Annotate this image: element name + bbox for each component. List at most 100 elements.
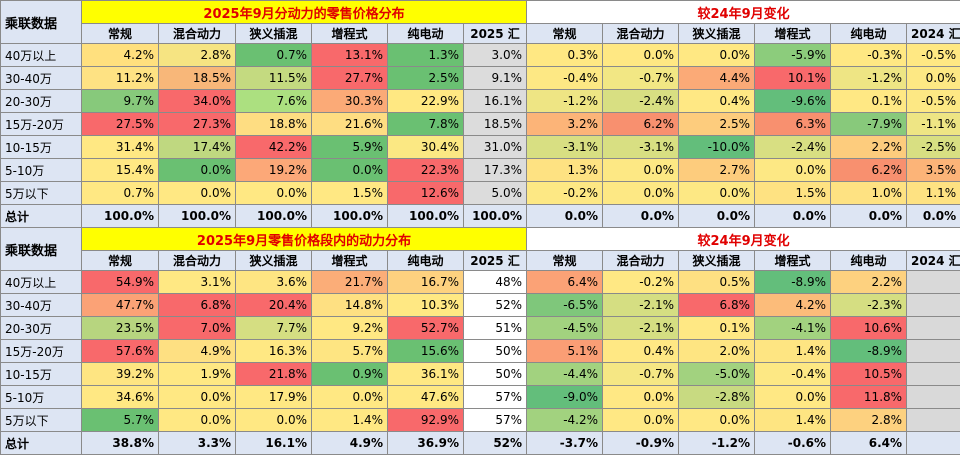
data-cell: 20.4% [235,293,312,317]
data-cell: 92.9% [387,408,464,432]
row-label: 5-10万 [0,158,82,182]
data-cell: -0.3% [830,43,908,67]
total-cell: -1.2% [678,431,756,455]
data-cell: 5.7% [81,408,159,432]
data-cell: 17.4% [158,135,236,159]
data-cell: 18.8% [235,112,312,136]
data-cell: -5.0% [678,362,756,386]
data-cell: 0.0% [158,158,236,182]
corner-label: 乘联数据 [0,227,82,271]
data-cell: 7.0% [158,316,236,340]
row-label: 30-40万 [0,66,82,90]
data-cell: 1.5% [311,181,388,205]
column-header: 混合动力 [158,23,236,44]
data-cell: 16.7% [387,270,464,294]
data-cell: -0.2% [602,270,680,294]
total-cell: 4.9% [311,431,388,455]
data-cell: 9.1% [462,66,528,90]
data-cell: 0.0% [235,181,312,205]
data-cell [906,316,960,340]
data-cell: 3.6% [235,270,312,294]
data-cell: 0.7% [235,43,312,67]
data-cell: 13.1% [311,43,388,67]
row-label: 5万以下 [0,408,82,432]
data-cell: -0.4% [526,66,604,90]
data-cell: 0.0% [906,66,960,90]
data-cell: 10.6% [830,316,908,340]
data-cell: -2.1% [602,316,680,340]
data-cell: 57% [462,385,528,409]
column-header: 纯电动 [387,23,464,44]
data-cell: 16.1% [462,89,528,113]
data-cell: 6.8% [678,293,756,317]
data-cell: -8.9% [830,339,908,363]
data-cell: -0.7% [602,362,680,386]
data-cell: 5.1% [526,339,604,363]
data-cell: 1.0% [830,181,908,205]
row-label: 40万以上 [0,43,82,67]
data-cell: -4.2% [526,408,604,432]
column-header: 增程式 [311,250,388,271]
column-header: 混合动力 [602,250,680,271]
total-row: 总计 38.8% 3.3% 16.1% 4.9% 36.9% 52% -3.7% -0.9% -1… [0,431,960,455]
data-cell: 21.7% [311,270,388,294]
data-cell: -1.2% [830,66,908,90]
data-cell: 34.6% [81,385,159,409]
data-cell: 3.5% [906,158,960,182]
data-cell: -4.5% [526,316,604,340]
total-cell: 6.4% [830,431,908,455]
data-cell [906,408,960,432]
data-cell: -2.8% [678,385,756,409]
title-row: 乘联数据 2025年9月分动力的零售价格分布 较24年9月变化 [0,0,960,44]
data-cell: 0.0% [678,43,756,67]
data-cell: 17.9% [235,385,312,409]
data-cell: -2.1% [602,293,680,317]
data-cell: 50% [462,339,528,363]
data-cell: 36.1% [387,362,464,386]
table-row: 20-30万 9.7% 34.0% 7.6% 30.3% 22.9% 16.1% -1.2% -… [0,89,960,113]
total-cell: 16.1% [235,431,312,455]
data-cell: 0.0% [602,158,680,182]
data-cell: 1.9% [158,362,236,386]
data-cell: 0.0% [158,385,236,409]
total-cell: 100.0% [81,204,159,228]
total-cell: 0.0% [602,204,680,228]
data-cell: 27.3% [158,112,236,136]
column-header: 混合动力 [602,23,680,44]
header-row: 常规 混合动力 狭义插混 增程式 纯电动 2025 汇 常规 混合动力 狭义插混… [1,23,960,44]
data-cell: 0.0% [754,158,832,182]
data-cell: 2.8% [158,43,236,67]
column-header: 2024 汇 [906,250,960,271]
table-row: 10-15万 39.2% 1.9% 21.8% 0.9% 36.1% 50% -4.4% -0.… [0,362,960,386]
table-row: 15万-20万 57.6% 4.9% 16.3% 5.7% 15.6% 50% 5.1% 0.4… [0,339,960,363]
data-cell: 15.4% [81,158,159,182]
data-cell: 11.8% [830,385,908,409]
data-cell: 5.7% [311,339,388,363]
table-row: 5万以下 0.7% 0.0% 0.0% 1.5% 12.6% 5.0% -0.2% 0.0% 0.… [0,181,960,205]
data-cell: -10.0% [678,135,756,159]
title-row: 乘联数据 2025年9月零售价格段内的动力分布 较24年9月变化 [0,227,960,271]
data-cell: 0.7% [81,181,159,205]
total-cell: 52% [462,431,528,455]
data-cell: 47.6% [387,385,464,409]
data-cell: 27.7% [311,66,388,90]
table-row: 5-10万 15.4% 0.0% 19.2% 0.0% 22.3% 17.3% 1.3% 0.0… [0,158,960,182]
data-cell: 3.2% [526,112,604,136]
data-cell: 11.5% [235,66,312,90]
data-cell: 57.6% [81,339,159,363]
data-cell: 0.4% [602,339,680,363]
data-cell: 18.5% [158,66,236,90]
data-cell: -4.4% [526,362,604,386]
column-header: 增程式 [311,23,388,44]
data-cell: 0.0% [602,181,680,205]
corner-label: 乘联数据 [0,0,82,44]
data-cell: -8.9% [754,270,832,294]
data-cell: 2.5% [678,112,756,136]
data-cell: 7.6% [235,89,312,113]
data-cell: 4.9% [158,339,236,363]
data-cell: 30.4% [387,135,464,159]
column-header: 常规 [81,250,159,271]
data-cell: 0.0% [602,385,680,409]
table-row: 40万以上 4.2% 2.8% 0.7% 13.1% 1.3% 3.0% 0.3% 0.0% 0.… [0,43,960,67]
